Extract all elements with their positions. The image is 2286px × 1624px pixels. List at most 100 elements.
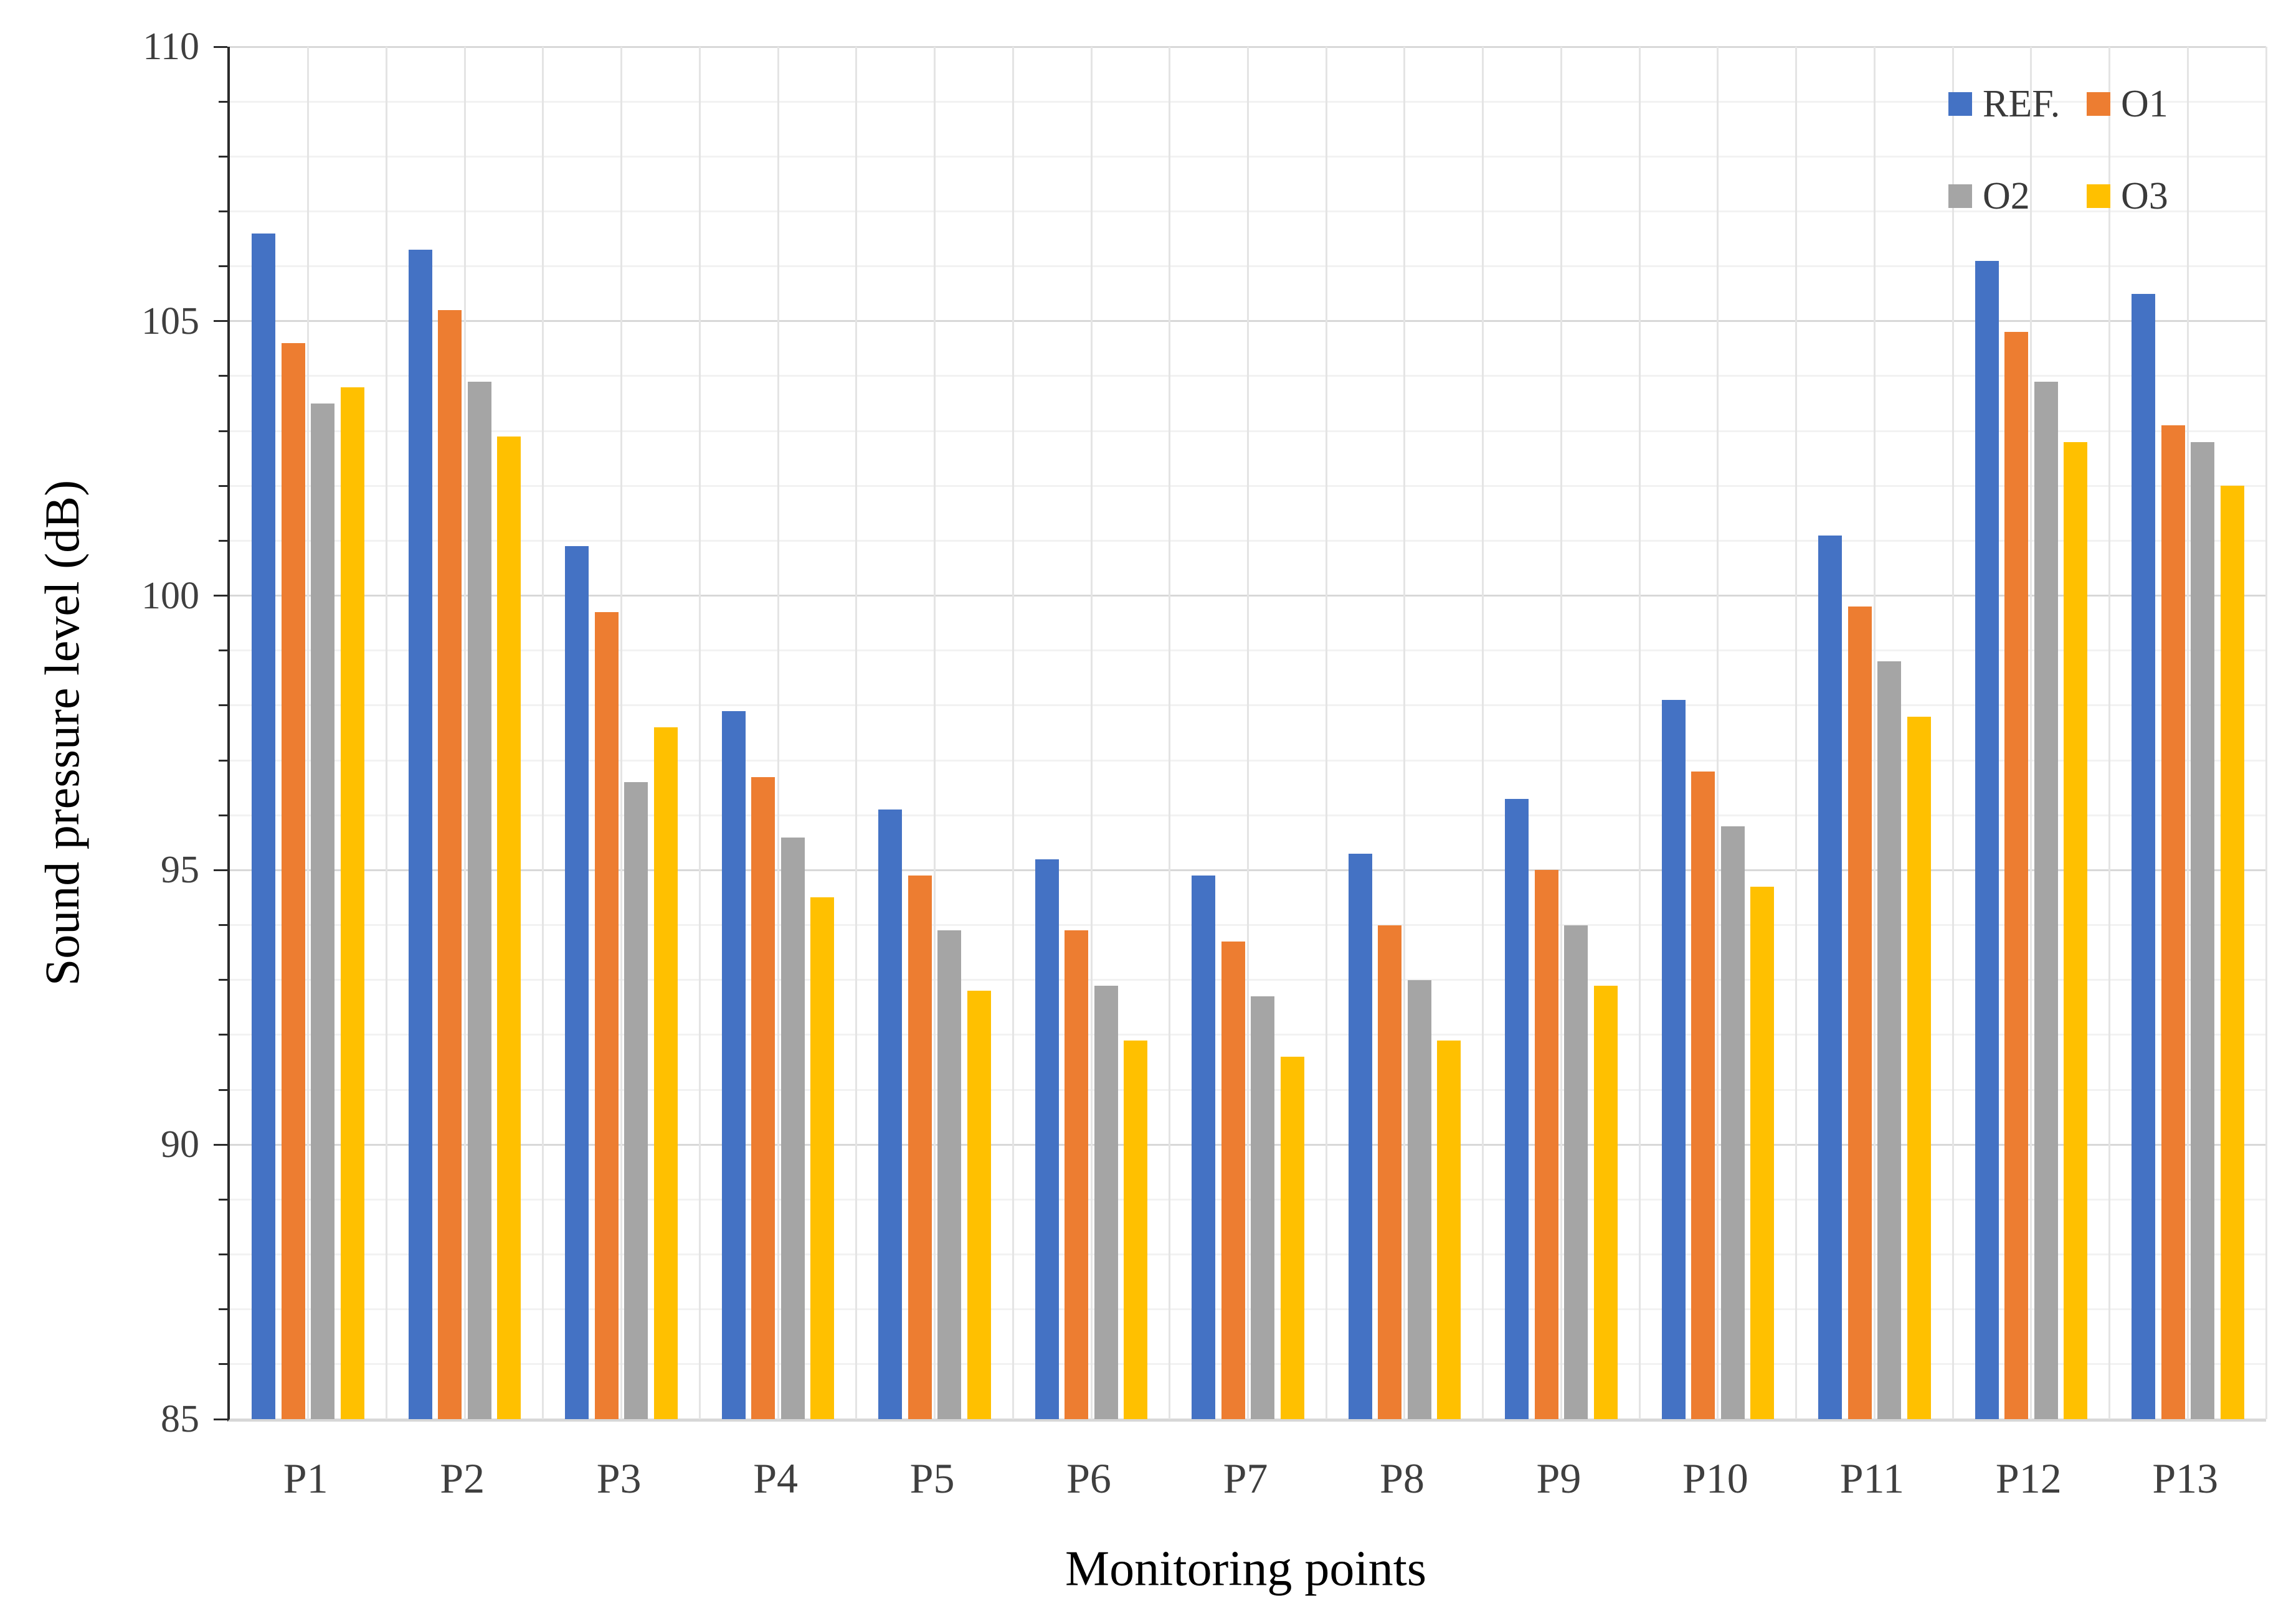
y-axis-tick (219, 1253, 227, 1256)
bar-o3-p11 (1907, 716, 1931, 1419)
gridline-vertical (385, 47, 387, 1419)
x-axis-title: Monitoring points (1065, 1541, 1427, 1597)
y-tick-label-100: 100 (141, 574, 199, 617)
bar-o2-p7 (1251, 996, 1275, 1419)
x-tick-label-p7: P7 (1223, 1455, 1268, 1502)
gridline-vertical (2030, 47, 2032, 1419)
bar-o1-p11 (1847, 607, 1872, 1419)
bar-o3-p4 (810, 897, 835, 1419)
bar-o2-p1 (311, 404, 335, 1419)
legend-label-ref: REF. (1983, 83, 2061, 125)
y-axis-tick (219, 1034, 227, 1036)
bar-ref-p7 (1192, 876, 1216, 1419)
legend-item-o2: O2 (1948, 173, 2087, 219)
x-tick-label-p12: P12 (1995, 1455, 2062, 1502)
bar-o1-p2 (438, 310, 462, 1419)
y-axis-tick (214, 1418, 227, 1420)
gridline-vertical (1638, 47, 1641, 1419)
y-tick-label-105: 105 (141, 300, 199, 342)
legend-label-o1: O1 (2121, 83, 2168, 125)
bar-o2-p9 (1564, 925, 1588, 1419)
gridline-vertical (777, 47, 779, 1419)
legend-swatch-ref (1948, 92, 1972, 116)
bar-o3-p12 (2064, 441, 2088, 1419)
y-axis-tick (219, 759, 227, 762)
gridline-vertical (1325, 47, 1327, 1419)
x-tick-label-p1: P1 (283, 1455, 328, 1502)
x-tick-label-p6: P6 (1066, 1455, 1111, 1502)
legend-swatch-o2 (1948, 184, 1972, 208)
bar-o2-p2 (467, 381, 491, 1419)
y-axis-tick (219, 484, 227, 487)
bar-o1-p3 (594, 612, 619, 1419)
bar-o2-p8 (1407, 980, 1431, 1419)
gridline-vertical (1717, 47, 1719, 1419)
bar-o1-p13 (2161, 425, 2185, 1419)
y-axis-tick (219, 1363, 227, 1366)
bar-o3-p3 (653, 727, 678, 1419)
bar-ref-p13 (2132, 293, 2156, 1419)
legend-item-o3: O3 (2087, 173, 2168, 219)
gridline-vertical (1012, 47, 1014, 1419)
gridline-vertical (1169, 47, 1171, 1419)
bar-o3-p7 (1280, 1057, 1304, 1419)
bar-o3-p8 (1437, 1040, 1461, 1419)
gridline-vertical (542, 47, 544, 1419)
bar-o3-p10 (1750, 886, 1775, 1419)
bar-o1-p7 (1221, 942, 1245, 1419)
gridline-vertical (1560, 47, 1562, 1419)
y-axis-tick (219, 539, 227, 542)
x-tick-label-p3: P3 (596, 1455, 642, 1502)
bar-o3-p1 (340, 387, 364, 1419)
x-tick-label-p2: P2 (440, 1455, 485, 1502)
bar-ref-p12 (1975, 260, 1999, 1419)
y-axis-tick (219, 649, 227, 652)
bar-o2-p13 (2191, 441, 2215, 1419)
gridline-vertical (1090, 47, 1093, 1419)
legend: REF. O1 O2 O3 (1948, 81, 2168, 219)
bar-ref-p1 (252, 233, 276, 1419)
y-axis-tick (219, 100, 227, 103)
gridline-vertical (307, 47, 310, 1419)
plot-area (214, 45, 2267, 1422)
bar-ref-p10 (1661, 700, 1686, 1419)
bar-o1-p9 (1534, 870, 1558, 1419)
y-axis-tick (219, 814, 227, 816)
y-tick-label-110: 110 (143, 26, 199, 68)
bar-o2-p12 (2034, 381, 2058, 1419)
bar-o2-p3 (624, 782, 648, 1419)
bar-o3-p2 (497, 436, 521, 1419)
x-tick-label-p13: P13 (2152, 1455, 2219, 1502)
legend-label-o3: O3 (2121, 175, 2168, 217)
y-tick-label-95: 95 (161, 849, 199, 892)
bar-ref-p9 (1505, 798, 1529, 1419)
y-axis-tick (219, 1308, 227, 1311)
y-axis-title: Sound pressure level (dB) (35, 479, 89, 986)
bar-o1-p6 (1065, 930, 1089, 1419)
x-tick-label-p4: P4 (753, 1455, 799, 1502)
bar-o1-p4 (751, 777, 775, 1419)
gridline-vertical (1247, 47, 1249, 1419)
bar-ref-p8 (1348, 853, 1372, 1419)
legend-item-ref: REF. (1948, 81, 2087, 127)
bar-ref-p6 (1035, 859, 1059, 1419)
bar-o2-p5 (937, 930, 962, 1419)
legend-swatch-o3 (2087, 184, 2110, 208)
bar-o2-p6 (1094, 985, 1118, 1419)
gridline-vertical (620, 47, 623, 1419)
y-axis-tick (219, 704, 227, 707)
bar-o2-p11 (1877, 661, 1902, 1419)
bar-o3-p9 (1593, 985, 1618, 1419)
bar-o1-p12 (2004, 332, 2029, 1419)
gridline-vertical (463, 47, 466, 1419)
legend-item-o1: O1 (2087, 81, 2168, 127)
legend-swatch-o1 (2087, 92, 2110, 116)
y-axis-tick (219, 155, 227, 158)
y-axis-tick (219, 265, 227, 268)
y-axis-tick (219, 1088, 227, 1091)
x-tick-label-p8: P8 (1380, 1455, 1425, 1502)
bar-o3-p6 (1124, 1040, 1148, 1419)
gridline-vertical (1873, 47, 1876, 1419)
bar-o2-p10 (1720, 826, 1745, 1419)
gridline-vertical (2108, 47, 2111, 1419)
